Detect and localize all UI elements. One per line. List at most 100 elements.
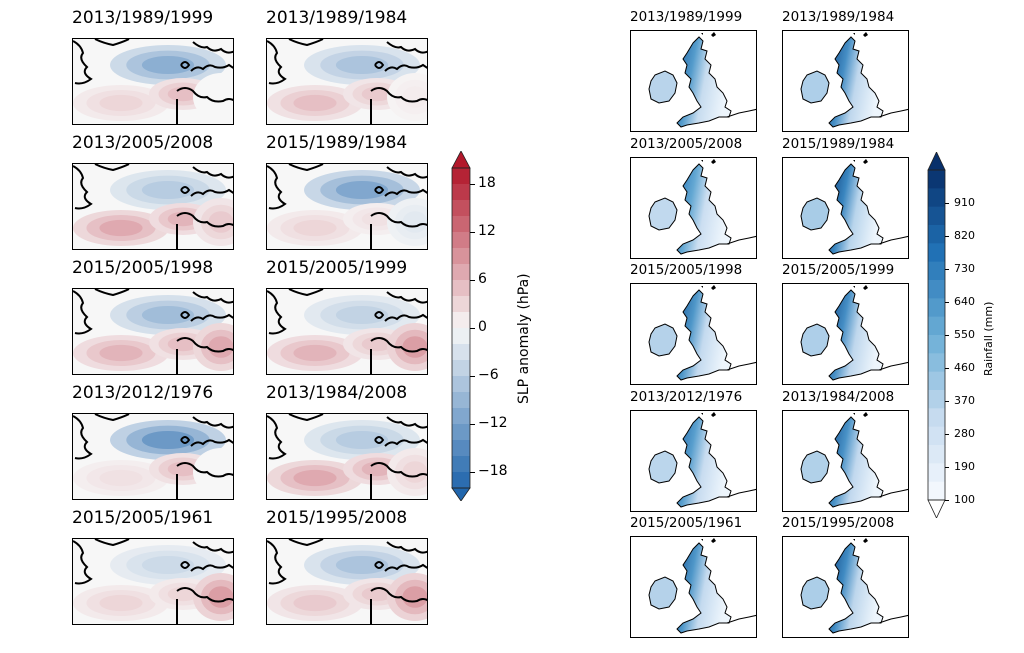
continent-coastline — [726, 488, 756, 498]
slp-colorbar-segment — [452, 280, 470, 297]
great-britain-shape — [828, 416, 884, 508]
rain-colorbar-segment — [928, 206, 945, 226]
rain-colorbar-segment — [928, 481, 945, 501]
coastline-1 — [94, 539, 130, 547]
ireland-shape — [800, 323, 830, 357]
rain-colorbar-tick-label: 820 — [954, 229, 975, 242]
rain-colorbar-segment — [928, 280, 945, 299]
slp-colorbar-segment — [452, 472, 470, 489]
rain-map-panel — [630, 283, 757, 385]
rain-map-panel — [782, 30, 909, 132]
slp-contour-3-2 — [208, 211, 233, 233]
slp-colorbar-segment — [452, 360, 470, 377]
slp-contour-3-2 — [402, 86, 427, 108]
coastline-1 — [94, 414, 130, 422]
rain-map-panel — [630, 30, 757, 132]
slp-map-panel — [266, 288, 428, 375]
rain-colorbar-segment — [928, 188, 945, 208]
rain-colorbar-tick-mark — [945, 467, 949, 468]
rain-colorbar-tick-mark — [945, 500, 949, 501]
coastline-4 — [176, 462, 233, 478]
coastline-6 — [180, 61, 191, 69]
slp-colorbar-segment — [452, 328, 470, 345]
slp-colorbar-tick-mark — [470, 280, 475, 281]
coastline-2 — [386, 166, 427, 179]
coastline-2 — [192, 541, 233, 554]
northern-isles-shape — [853, 159, 868, 164]
slp-colorbar-segment — [452, 408, 470, 425]
slp-contour-0-2 — [141, 306, 195, 324]
coastline-4 — [176, 87, 233, 103]
slp-colorbar-tick-label: 6 — [478, 271, 487, 287]
rain-colorbar-tick-mark — [945, 335, 949, 336]
rain-colorbar-tick-label: 280 — [954, 427, 975, 440]
coastline-3 — [190, 438, 233, 447]
coastline-6 — [180, 311, 191, 319]
continent-coastline — [726, 361, 756, 371]
slp-contour-1-2 — [99, 344, 143, 362]
great-britain-shape — [676, 289, 732, 381]
slp-colorbar-segment — [452, 456, 470, 473]
slp-colorbar-segment — [452, 392, 470, 409]
rain-panel-title: 2015/2005/1999 — [782, 262, 895, 278]
northern-isles-shape — [701, 285, 716, 290]
slp-field — [73, 414, 233, 499]
coastline-6 — [180, 561, 191, 569]
great-britain-shape — [828, 163, 884, 255]
great-britain-shape — [828, 542, 884, 634]
slp-contour-1-2 — [293, 94, 337, 112]
ireland-shape — [800, 450, 830, 484]
slp-colorbar-tick-mark — [470, 376, 475, 377]
rain-colorbar-extend-max — [927, 152, 946, 171]
slp-field — [73, 539, 233, 624]
coastline-6 — [180, 436, 191, 444]
slp-contour-0-2 — [335, 181, 389, 199]
slp-contour-3-2 — [402, 336, 427, 358]
rain-panel-title: 2015/1995/2008 — [782, 515, 895, 531]
slp-map-panel — [72, 38, 234, 125]
slp-map-panel — [266, 163, 428, 250]
slp-colorbar — [451, 151, 471, 501]
rain-colorbar-extend-min — [927, 499, 946, 518]
slp-map-panel — [72, 538, 234, 625]
slp-contour-0-2 — [141, 431, 195, 449]
slp-contour-1-2 — [293, 469, 337, 487]
slp-contour-3-2 — [402, 461, 427, 483]
rain-map-panel — [782, 283, 909, 385]
coastline-4 — [176, 212, 233, 228]
slp-field — [267, 539, 427, 624]
rain-colorbar-tick-mark — [945, 401, 949, 402]
rain-field — [648, 159, 756, 255]
rain-panel-title: 2013/2005/2008 — [630, 136, 743, 152]
ireland-shape — [800, 576, 830, 610]
great-britain-shape — [828, 289, 884, 381]
continent-coastline — [726, 614, 756, 624]
slp-colorbar-tick-mark — [470, 328, 475, 329]
ireland-shape — [800, 70, 830, 104]
rain-colorbar-segment — [928, 261, 945, 281]
rain-colorbar-tick-label: 370 — [954, 394, 975, 407]
rain-colorbar-tick-mark — [945, 236, 949, 237]
rain-colorbar-label: Rainfall (mm) — [982, 301, 995, 376]
slp-contour-1-2 — [99, 219, 143, 237]
coastline-4 — [370, 212, 427, 228]
slp-colorbar-segment — [452, 440, 470, 457]
slp-colorbar-tick-label: −6 — [478, 367, 499, 383]
slp-colorbar-tick-label: 12 — [478, 223, 496, 239]
rain-colorbar-tick-label: 910 — [954, 196, 975, 209]
slp-contour-3-2 — [208, 461, 233, 483]
coastline-6 — [374, 61, 385, 69]
slp-panel-title: 2015/1989/1984 — [266, 133, 408, 153]
rain-colorbar-segment — [928, 316, 945, 336]
slp-field — [73, 289, 233, 374]
continent-coastline — [878, 614, 908, 624]
coastline-1 — [94, 289, 130, 297]
rain-map-panel — [782, 536, 909, 638]
coastline-0 — [73, 540, 93, 585]
coastline-0 — [267, 415, 287, 460]
coastline-2 — [192, 416, 233, 429]
coastline-2 — [386, 291, 427, 304]
coastline-0 — [267, 290, 287, 335]
coastline-3 — [384, 63, 427, 72]
slp-colorbar-segment — [452, 264, 470, 281]
